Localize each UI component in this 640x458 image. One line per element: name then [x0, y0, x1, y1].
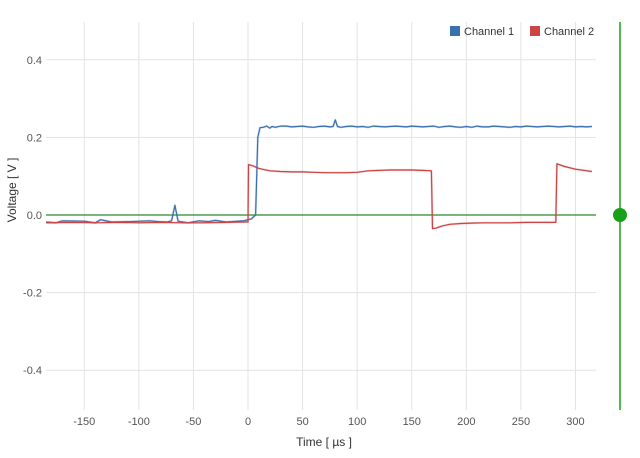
- x-tick-label: -100: [128, 416, 150, 428]
- series-2-line: [46, 163, 592, 230]
- y-tick-label: 0.0: [27, 210, 42, 222]
- legend-swatch: [530, 26, 540, 36]
- x-tick-label: 50: [296, 416, 308, 428]
- x-tick-label: 150: [403, 416, 421, 428]
- legend-label: Channel 1: [464, 26, 514, 38]
- x-tick-label: 0: [245, 416, 251, 428]
- series-layer: [46, 118, 593, 230]
- series-2-halo: [46, 162, 593, 230]
- x-tick-label: 200: [457, 416, 475, 428]
- series-1-halo: [46, 118, 592, 224]
- y-tick-label: 0.2: [27, 132, 42, 144]
- legend-label: Channel 2: [544, 26, 594, 38]
- x-axis-label: Time [ µs ]: [296, 435, 352, 449]
- y-tick-label: -0.4: [23, 365, 42, 377]
- x-tick-label: 300: [566, 416, 584, 428]
- x-tick-label: -150: [73, 416, 95, 428]
- trigger-level-handle[interactable]: [613, 208, 627, 222]
- y-tick-label: -0.2: [23, 288, 42, 300]
- y-tick-label: 0.4: [27, 55, 42, 67]
- x-tick-label: 250: [512, 416, 530, 428]
- legend-item-1[interactable]: Channel 1: [450, 26, 514, 38]
- x-tick-label: -50: [185, 416, 201, 428]
- y-axis-label: Voltage [ V ]: [5, 158, 19, 223]
- legend-swatch: [450, 26, 460, 36]
- legend-item-2[interactable]: Channel 2: [530, 26, 594, 38]
- grid: [46, 22, 596, 410]
- series-1-line: [46, 119, 592, 224]
- x-tick-label: 100: [348, 416, 366, 428]
- tick-labels: -150 -100 -50 0 50 100 150 200 250 300 0.4 0.2 0.0 -0…: [23, 55, 585, 428]
- trigger-level-control[interactable]: [613, 22, 627, 410]
- legend[interactable]: Channel 1 Channel 2: [450, 26, 594, 38]
